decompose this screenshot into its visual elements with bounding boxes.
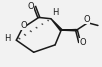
Polygon shape — [61, 29, 76, 31]
Text: O: O — [20, 21, 27, 30]
Text: O: O — [79, 38, 86, 47]
Text: H: H — [52, 8, 58, 17]
Text: H: H — [4, 34, 10, 43]
Polygon shape — [51, 19, 62, 31]
Text: O: O — [83, 15, 90, 24]
Text: O: O — [27, 2, 34, 11]
